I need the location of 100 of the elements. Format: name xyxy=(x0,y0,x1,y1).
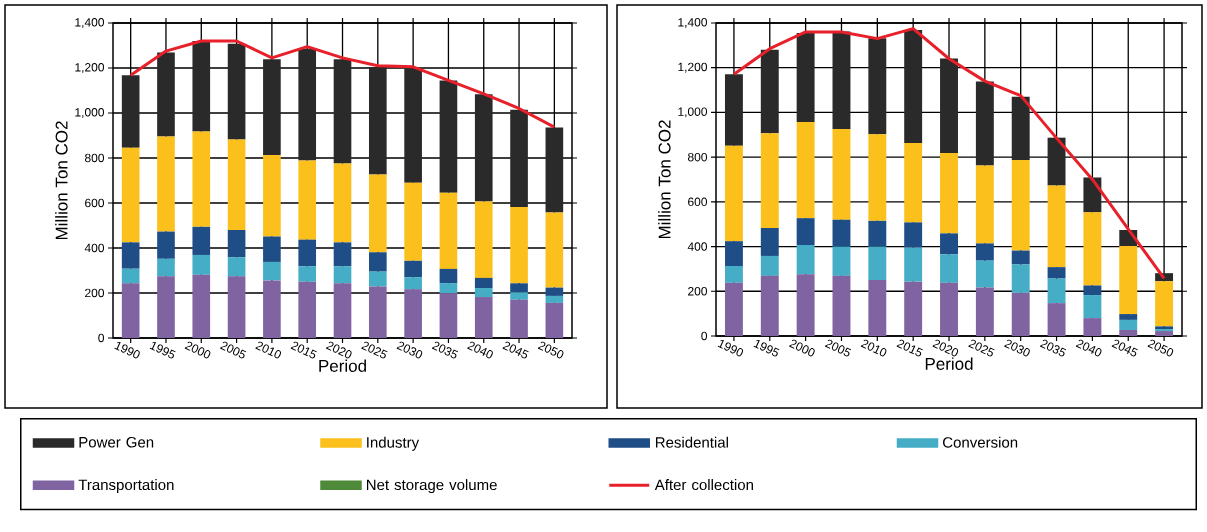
bar xyxy=(1047,267,1066,279)
bar xyxy=(1011,264,1030,293)
bar xyxy=(975,165,994,244)
bar xyxy=(474,201,493,278)
y-tick-label: 1,200 xyxy=(678,62,708,73)
bar xyxy=(975,287,994,336)
x-tick-label: 2050 xyxy=(537,341,564,359)
y-tick-label: 1,000 xyxy=(678,107,708,118)
bar xyxy=(263,236,281,262)
bar xyxy=(545,287,564,296)
y-tick-label: 400 xyxy=(84,243,105,253)
bar xyxy=(157,276,175,338)
bar xyxy=(157,136,175,232)
bar xyxy=(368,67,387,175)
bar xyxy=(298,48,317,161)
bar xyxy=(298,239,317,267)
bar xyxy=(1119,329,1138,336)
bar xyxy=(832,31,851,129)
bar xyxy=(263,280,281,338)
y-axis-title: Million Ton CO2 xyxy=(55,121,68,240)
bar xyxy=(192,226,211,255)
bar xyxy=(263,155,281,237)
bar xyxy=(227,229,246,258)
y-tick-label: 1,200 xyxy=(75,63,105,73)
bar xyxy=(868,220,887,247)
bar xyxy=(333,266,352,284)
x-tick-label: 2025 xyxy=(361,341,388,359)
y-tick-label: 1,400 xyxy=(75,18,105,28)
bar xyxy=(545,302,564,338)
bar xyxy=(832,275,851,336)
x-tick-label: 2045 xyxy=(1111,339,1138,357)
x-tick-label: 2020 xyxy=(325,341,352,359)
x-tick-label: 2050 xyxy=(1147,339,1174,357)
line-series xyxy=(129,39,556,129)
bar xyxy=(510,109,528,208)
x-tick-label: 2040 xyxy=(1075,339,1102,357)
bar xyxy=(545,127,564,213)
bar xyxy=(868,246,887,281)
bar xyxy=(333,242,352,267)
bar xyxy=(404,289,422,338)
bar xyxy=(510,207,528,284)
bar xyxy=(868,280,887,336)
bar xyxy=(940,254,958,283)
bar xyxy=(760,49,779,134)
bar xyxy=(760,255,779,276)
y-tick-label: 0 xyxy=(701,331,708,341)
bar xyxy=(975,260,994,288)
x-tick-label: 2030 xyxy=(396,341,423,359)
bar xyxy=(1011,96,1030,161)
y-tick-label: 200 xyxy=(688,287,708,296)
bar xyxy=(474,94,493,202)
y-axis-title: Million Ton CO2 xyxy=(658,120,671,239)
bar xyxy=(796,218,815,245)
bar xyxy=(439,283,458,294)
bar xyxy=(1047,303,1066,336)
bar xyxy=(510,299,528,338)
bar xyxy=(474,277,493,289)
bar xyxy=(368,286,387,338)
bar xyxy=(333,283,352,338)
bar xyxy=(192,274,211,338)
bar xyxy=(940,153,958,234)
x-tick-label: 2005 xyxy=(220,341,247,359)
x-tick-label: 1995 xyxy=(753,339,780,357)
bar xyxy=(298,160,317,240)
bar xyxy=(1011,250,1030,265)
bar xyxy=(192,254,211,275)
bar xyxy=(368,271,387,287)
bar xyxy=(121,268,140,284)
x-tick-label: 2030 xyxy=(1004,339,1030,357)
x-tick-label: 1990 xyxy=(717,339,744,357)
bar xyxy=(227,276,246,338)
bar xyxy=(940,58,958,154)
bar xyxy=(1083,285,1102,296)
bar xyxy=(904,281,923,336)
bar xyxy=(439,80,458,193)
bar xyxy=(157,231,175,259)
bar xyxy=(1119,246,1138,315)
bar xyxy=(760,275,779,336)
legend-label: Power Gen xyxy=(79,436,154,448)
bar xyxy=(474,288,493,298)
bar xyxy=(121,283,140,338)
bar xyxy=(904,247,923,282)
bar xyxy=(832,128,851,220)
bar xyxy=(1083,318,1102,336)
x-tick-label: 2015 xyxy=(290,341,317,359)
x-tick-label: 2045 xyxy=(502,341,529,359)
x-tick-label: 2015 xyxy=(896,339,923,357)
bar xyxy=(1119,319,1138,330)
bar xyxy=(192,40,211,132)
x-tick-label: 1995 xyxy=(149,341,176,359)
legend-label: Industry xyxy=(367,436,420,451)
bar xyxy=(868,134,887,221)
y-tick-label: 0 xyxy=(98,333,105,343)
bar xyxy=(975,243,994,261)
bar xyxy=(121,75,140,148)
bar xyxy=(227,257,246,277)
bar xyxy=(724,266,743,283)
bar xyxy=(298,266,317,282)
y-tick-label: 400 xyxy=(687,242,708,251)
bar xyxy=(724,241,743,267)
